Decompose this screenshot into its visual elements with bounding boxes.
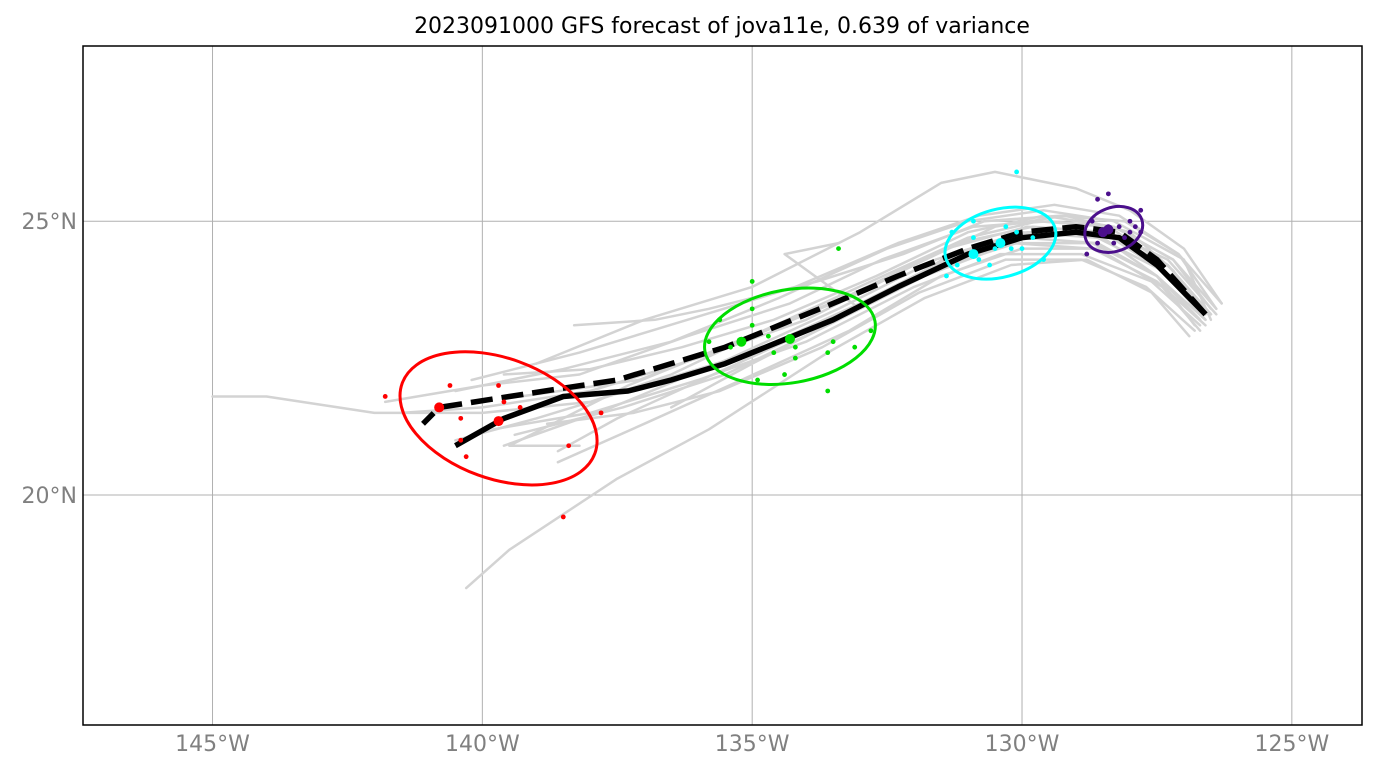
member-position-dot [458,437,464,443]
member-position-dot [765,333,771,339]
member-position-dot [992,246,998,252]
member-position-dot [830,339,836,345]
graticule [83,46,1362,725]
member-position-dot [1003,224,1009,230]
member-position-dot [382,394,388,399]
uncertainty-ellipse [398,350,599,487]
lat-tick-label: 20°N [22,484,77,509]
lon-tick-label: 130°W [985,732,1060,757]
member-position-dot [1014,169,1020,175]
member-position-dot [1138,229,1144,235]
member-position-dot [825,388,831,394]
ensemble-member-track [454,209,1213,393]
member-position-dot [1095,240,1100,246]
ensemble-member-track [491,252,1202,431]
map-title: 2023091000 GFS forecast of jova11e, 0.63… [414,14,1030,39]
member-position-dot [560,514,566,520]
member-position-dot [987,262,993,268]
member-position-dot [566,443,572,449]
member-position-dot [1095,196,1100,202]
member-position-dot [1008,246,1014,252]
member-position-dot [463,454,469,460]
member-position-dot [771,350,777,356]
map-frame [82,45,1363,726]
member-position-dot [782,372,787,377]
member-position-dot [1116,224,1122,230]
tick-labels: 145°W 140°W 135°W 130°W 125°W 25°N 20°N [22,210,1330,757]
member-position-dot [954,262,960,268]
lon-tick-label: 125°W [1254,732,1329,757]
member-position-dot [517,405,523,410]
deterministic-position-marker [784,333,795,344]
ensemble-member-track [535,170,1223,365]
track-layer [211,170,1223,590]
member-position-dot [792,355,798,361]
member-position-dot [1132,224,1138,230]
member-position-dot [949,229,955,235]
member-position-dot [836,246,841,252]
mean-position-marker [434,402,445,413]
ensemble-member-track [572,214,1223,327]
uncertainty-ellipse [703,286,877,386]
member-position-dot [971,218,976,224]
member-position-dot [755,377,760,383]
member-position-dot [976,257,982,262]
member-position-dot [1127,218,1133,224]
mean-position-marker [968,249,979,260]
member-position-dot [868,328,874,334]
member-position-dot [717,317,723,323]
member-position-dot [971,235,976,241]
member-position-dot [852,344,858,350]
ensemble-member-track [502,214,1213,376]
member-position-dot [825,350,831,356]
uncertainty-ellipse [943,205,1058,281]
member-position-dot [706,339,712,345]
lon-tick-label: 135°W [715,732,790,757]
member-position-dot [1014,229,1020,235]
member-position-dot [447,383,453,388]
member-position-dot [1111,240,1117,246]
cluster-layer [382,169,1145,520]
member-position-dot [1089,218,1095,224]
member-position-dot [792,344,798,350]
ensemble-member-track [502,230,1207,447]
member-position-dot [496,383,501,388]
member-position-dot [1019,246,1025,252]
member-position-dot [749,306,755,312]
member-position-dot [1138,207,1144,213]
lon-tick-label: 145°W [175,732,250,757]
deterministic-position-marker [493,416,504,427]
member-position-dot [749,322,755,328]
member-position-dot [1105,191,1111,197]
member-position-dot [501,399,507,405]
member-position-dot [1041,257,1046,262]
ensemble-member-track [518,225,1218,398]
deterministic-position-marker [995,238,1006,249]
member-position-dot [728,344,733,350]
member-position-dot [598,410,604,416]
ensemble-mean-track [421,223,1208,426]
member-position-dot [944,273,949,279]
member-position-dot [458,415,464,421]
lon-tick-label: 140°W [445,732,520,757]
member-position-dot [1030,235,1036,241]
member-position-dot [1127,229,1133,235]
member-position-dot [1122,235,1127,241]
mean-position-marker [1097,227,1108,238]
lat-tick-label: 25°N [22,210,77,235]
mean-position-marker [736,336,747,347]
ensemble-member-track [545,258,1196,426]
member-position-dot [1084,251,1090,257]
ensemble-member-track [454,230,1196,442]
uncertainty-ellipse [1083,204,1145,254]
member-position-dot [749,279,755,284]
